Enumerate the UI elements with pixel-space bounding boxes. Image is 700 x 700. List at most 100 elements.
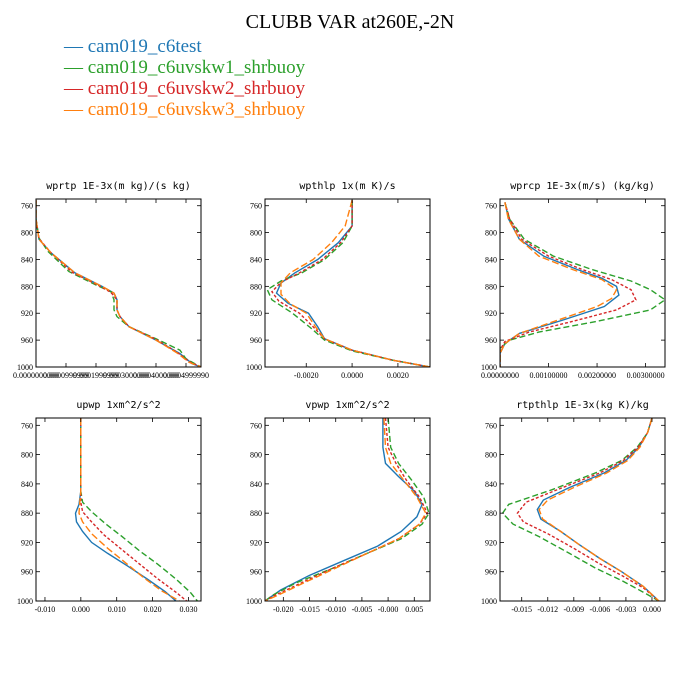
x-tick-label: -0.000 xyxy=(378,605,399,614)
plot-frame xyxy=(264,417,431,602)
x-tick-label: -0.012 xyxy=(537,605,558,614)
chart-panel: wprtp 1E-3x(m kg)/(s kg) 760 800 840 880 920 9… xyxy=(13,181,209,380)
y-tick-label: 800 xyxy=(485,451,497,460)
chart-panel: rtpthlp 1E-3x(kg K)/kg 760 800 840 880 920 960… xyxy=(481,400,666,614)
y-tick-label: 920 xyxy=(250,309,262,318)
legend-item: — cam019_c6uvskw1_shrbuoy xyxy=(64,57,306,78)
y-tick-label: 960 xyxy=(250,568,262,577)
y-tick-label: 760 xyxy=(485,421,497,430)
series-line xyxy=(78,418,180,601)
panel-title: rtpthlp 1E-3x(kg K)/kg xyxy=(516,400,648,411)
x-tick-label: 0.00200000 xyxy=(578,371,616,380)
y-tick-label: 1000 xyxy=(17,597,33,606)
series-line xyxy=(536,418,660,601)
plot-frame xyxy=(499,198,666,368)
x-tick-label: 0.00000000 xyxy=(481,371,519,380)
series-line xyxy=(280,200,430,367)
y-tick-label: 920 xyxy=(21,538,33,547)
figure-title: CLUBB VAR at260E,-2N xyxy=(245,11,455,33)
series-line xyxy=(36,200,201,367)
panel-title: wpthlp 1x(m K)/s xyxy=(299,181,395,192)
legend-label: cam019_c6uvskw2_shrbuoy xyxy=(87,78,306,99)
x-tick-label: -0.005 xyxy=(352,605,373,614)
x-tick-label: 0.00100000 xyxy=(530,371,568,380)
y-tick-label: 1000 xyxy=(246,363,262,372)
y-tick-label: 960 xyxy=(250,336,262,345)
y-tick-label: 880 xyxy=(250,509,262,518)
y-tick-label: 1000 xyxy=(481,363,497,372)
x-tick-label: 0.000 xyxy=(643,605,661,614)
series-line xyxy=(500,202,620,367)
y-tick-label: 960 xyxy=(21,568,33,577)
y-tick-label: 920 xyxy=(21,309,33,318)
y-tick-label: 960 xyxy=(485,336,497,345)
plot-frame xyxy=(499,417,666,602)
series-line xyxy=(501,418,660,601)
x-tick-label: -0.003 xyxy=(616,605,637,614)
series-line xyxy=(80,418,188,601)
legend-item: — cam019_c6uvskw3_shrbuoy xyxy=(64,99,306,120)
plot-frame xyxy=(35,417,202,602)
series-line xyxy=(265,418,430,601)
y-tick-label: 880 xyxy=(21,282,33,291)
x-tick-label: -0.0020 xyxy=(294,371,319,380)
legend-item: — cam019_c6test xyxy=(64,36,202,57)
y-tick-label: 880 xyxy=(485,509,497,518)
y-tick-label: 840 xyxy=(21,480,33,489)
y-tick-label: 840 xyxy=(485,480,497,489)
series-line xyxy=(270,200,430,367)
legend-label: cam019_c6uvskw3_shrbuoy xyxy=(87,99,306,120)
x-tick-label: 0.020 xyxy=(144,605,162,614)
y-tick-label: 1000 xyxy=(17,363,33,372)
x-tick-label: 0.00300000 xyxy=(627,371,665,380)
chart-panel: wprcp 1E-3x(m/s) (kg/kg) 760 800 840 880 920 9… xyxy=(481,181,666,380)
series-line xyxy=(538,418,660,601)
legend: — cam019_c6test — cam019_c6uvskw1_shrbuo… xyxy=(64,36,305,120)
y-tick-label: 920 xyxy=(485,538,497,547)
series-line xyxy=(36,200,201,367)
x-tick-label: 0.030 xyxy=(179,605,197,614)
x-tick-label: 0.0000000000 xyxy=(13,371,59,380)
y-tick-label: 800 xyxy=(485,229,497,238)
series-line xyxy=(275,200,430,367)
y-tick-label: 880 xyxy=(250,282,262,291)
y-tick-label: 760 xyxy=(21,202,33,211)
panel-title: wprtp 1E-3x(m kg)/(s kg) xyxy=(46,181,191,192)
y-tick-label: 1000 xyxy=(481,597,497,606)
plot-frame xyxy=(35,198,202,368)
y-tick-label: 840 xyxy=(485,255,497,264)
panel-title: upwp 1xm^2/s^2 xyxy=(76,400,160,411)
series-line xyxy=(500,202,665,367)
x-tick-label: 0.0003000000 xyxy=(103,371,149,380)
x-tick-label: 0.000 xyxy=(72,605,90,614)
series-line xyxy=(265,418,427,601)
x-tick-label: -0.015 xyxy=(299,605,320,614)
y-tick-label: 840 xyxy=(250,255,262,264)
x-tick-label: 0.005 xyxy=(405,605,423,614)
panel-title: wprcp 1E-3x(m/s) (kg/kg) xyxy=(510,181,655,192)
plot-frame xyxy=(264,198,431,368)
y-tick-label: 800 xyxy=(21,451,33,460)
y-tick-label: 760 xyxy=(250,421,262,430)
legend-label: cam019_c6test xyxy=(87,36,202,57)
series-line xyxy=(265,418,423,601)
series-line xyxy=(500,202,637,367)
chart-panel: wpthlp 1x(m K)/s 760 800 840 880 920 960 1000 -0… xyxy=(246,181,431,380)
x-tick-label: -0.010 xyxy=(325,605,346,614)
y-tick-label: 760 xyxy=(21,421,33,430)
x-tick-label: -0.020 xyxy=(273,605,294,614)
chart-panel: upwp 1xm^2/s^2 760 800 840 880 920 960 1000-0.0… xyxy=(17,400,202,614)
x-tick-label: 0.0020 xyxy=(387,371,409,380)
x-tick-label: 0.0000 xyxy=(341,371,363,380)
y-tick-label: 960 xyxy=(485,568,497,577)
y-tick-label: 760 xyxy=(250,202,262,211)
y-tick-label: 920 xyxy=(485,309,497,318)
series-line xyxy=(74,418,177,601)
x-tick-label: 0.0001999999 xyxy=(73,371,119,380)
y-tick-label: 840 xyxy=(21,255,33,264)
x-tick-label: 0.0000999999 xyxy=(43,371,89,380)
series-line xyxy=(500,202,618,367)
x-tick-label: 0.0004000000 xyxy=(133,371,179,380)
